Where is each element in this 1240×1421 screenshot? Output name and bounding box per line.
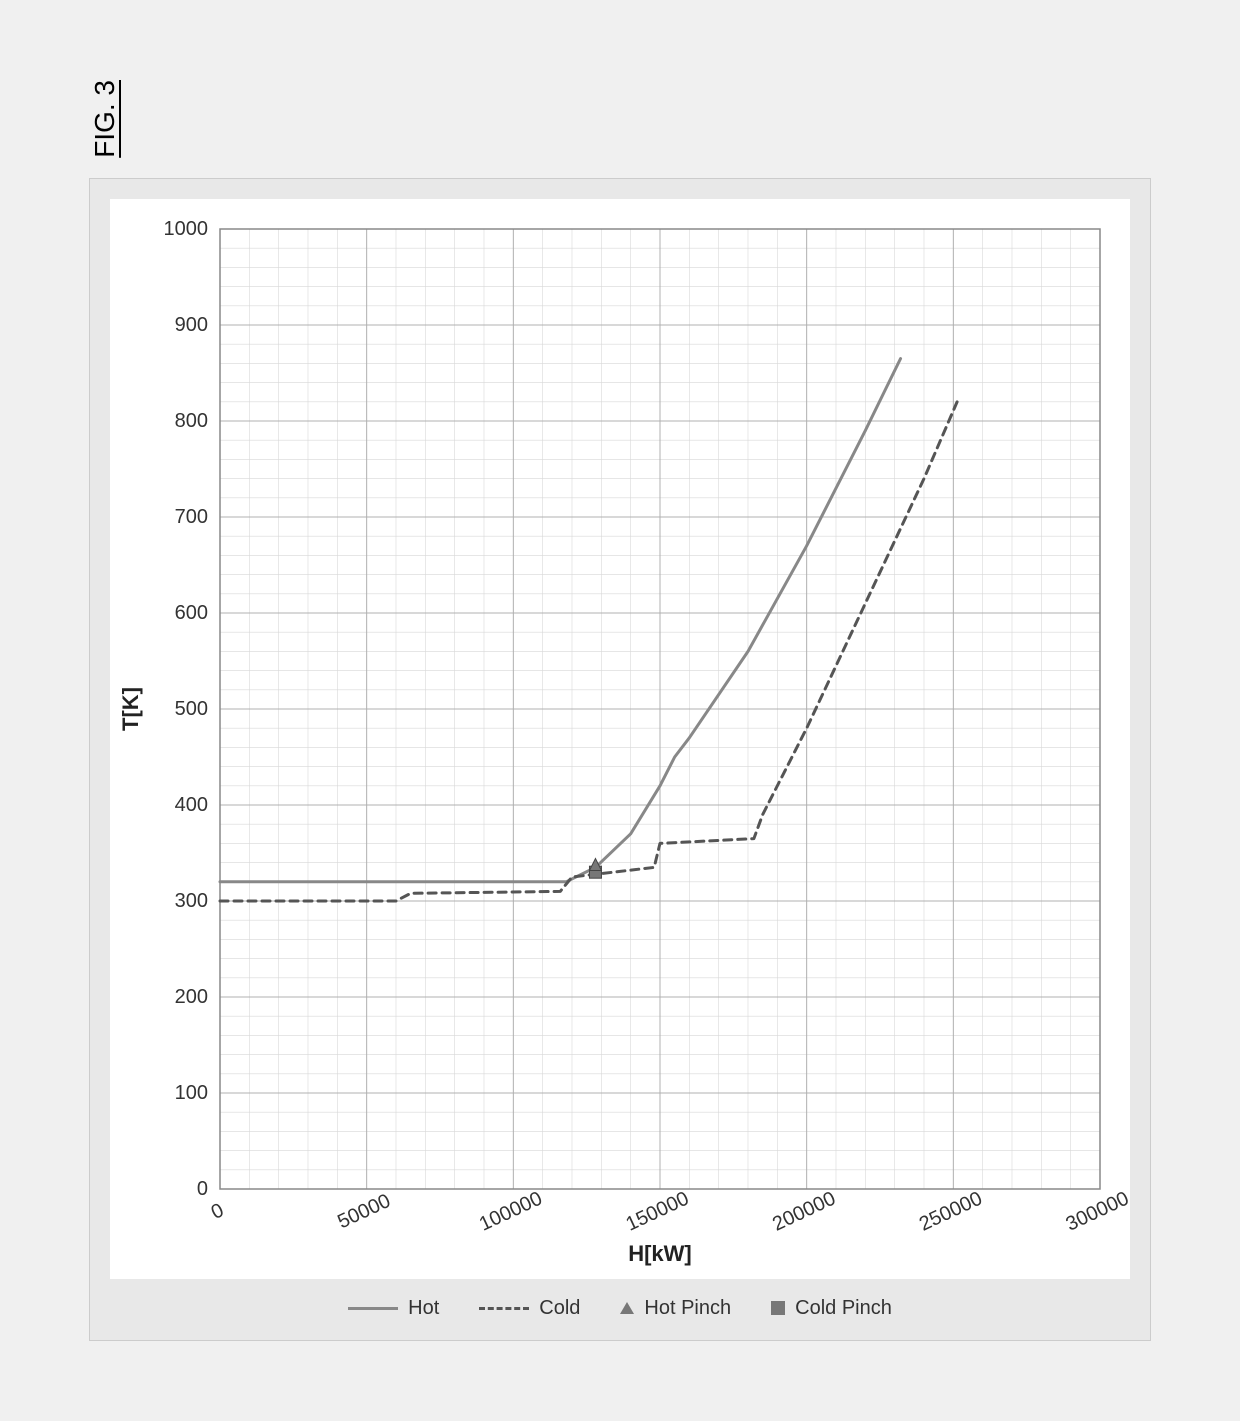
legend-item-cold: Cold [479,1297,580,1320]
svg-text:300000: 300000 [1063,1187,1130,1235]
svg-text:500: 500 [175,698,208,720]
svg-text:100: 100 [175,1082,208,1104]
svg-text:0: 0 [208,1199,227,1224]
svg-text:150000: 150000 [623,1187,693,1235]
chart-svg: 0 50000 100000 150000 200000 250000 300000 0 100… [110,199,1130,1279]
legend-swatch-cold-line [479,1307,529,1310]
svg-text:200000: 200000 [769,1187,839,1235]
legend-item-hot-pinch: Hot Pinch [620,1297,731,1320]
svg-text:T[K]: T[K] [118,687,143,731]
plot-area: 0 50000 100000 150000 200000 250000 300000 0 100… [110,199,1130,1279]
svg-text:400: 400 [175,794,208,816]
chart-panel: 0 50000 100000 150000 200000 250000 300000 0 100… [89,178,1151,1341]
svg-text:300: 300 [175,890,208,912]
svg-text:800: 800 [175,410,208,432]
legend-label-hot-pinch: Hot Pinch [644,1297,731,1320]
legend-row: Hot Cold Hot Pinch Cold Pinch [110,1297,1130,1320]
svg-text:600: 600 [175,602,208,624]
legend-item-cold-pinch: Cold Pinch [771,1297,892,1320]
figure-label: FIG. 3 [89,80,121,158]
legend-label-cold-pinch: Cold Pinch [795,1297,892,1320]
legend-swatch-triangle-icon [620,1302,634,1314]
svg-text:200: 200 [175,986,208,1008]
legend-swatch-square-icon [771,1301,785,1315]
svg-text:H[kW]: H[kW] [628,1241,692,1266]
legend-item-hot: Hot [348,1297,439,1320]
svg-text:50000: 50000 [334,1190,394,1233]
legend-label-hot: Hot [408,1297,439,1320]
svg-text:250000: 250000 [916,1187,986,1235]
svg-text:900: 900 [175,314,208,336]
legend-swatch-hot-line [348,1307,398,1310]
svg-text:700: 700 [175,506,208,528]
svg-text:1000: 1000 [164,218,209,240]
svg-text:0: 0 [197,1178,208,1200]
svg-text:100000: 100000 [476,1187,546,1235]
legend-label-cold: Cold [539,1297,580,1320]
